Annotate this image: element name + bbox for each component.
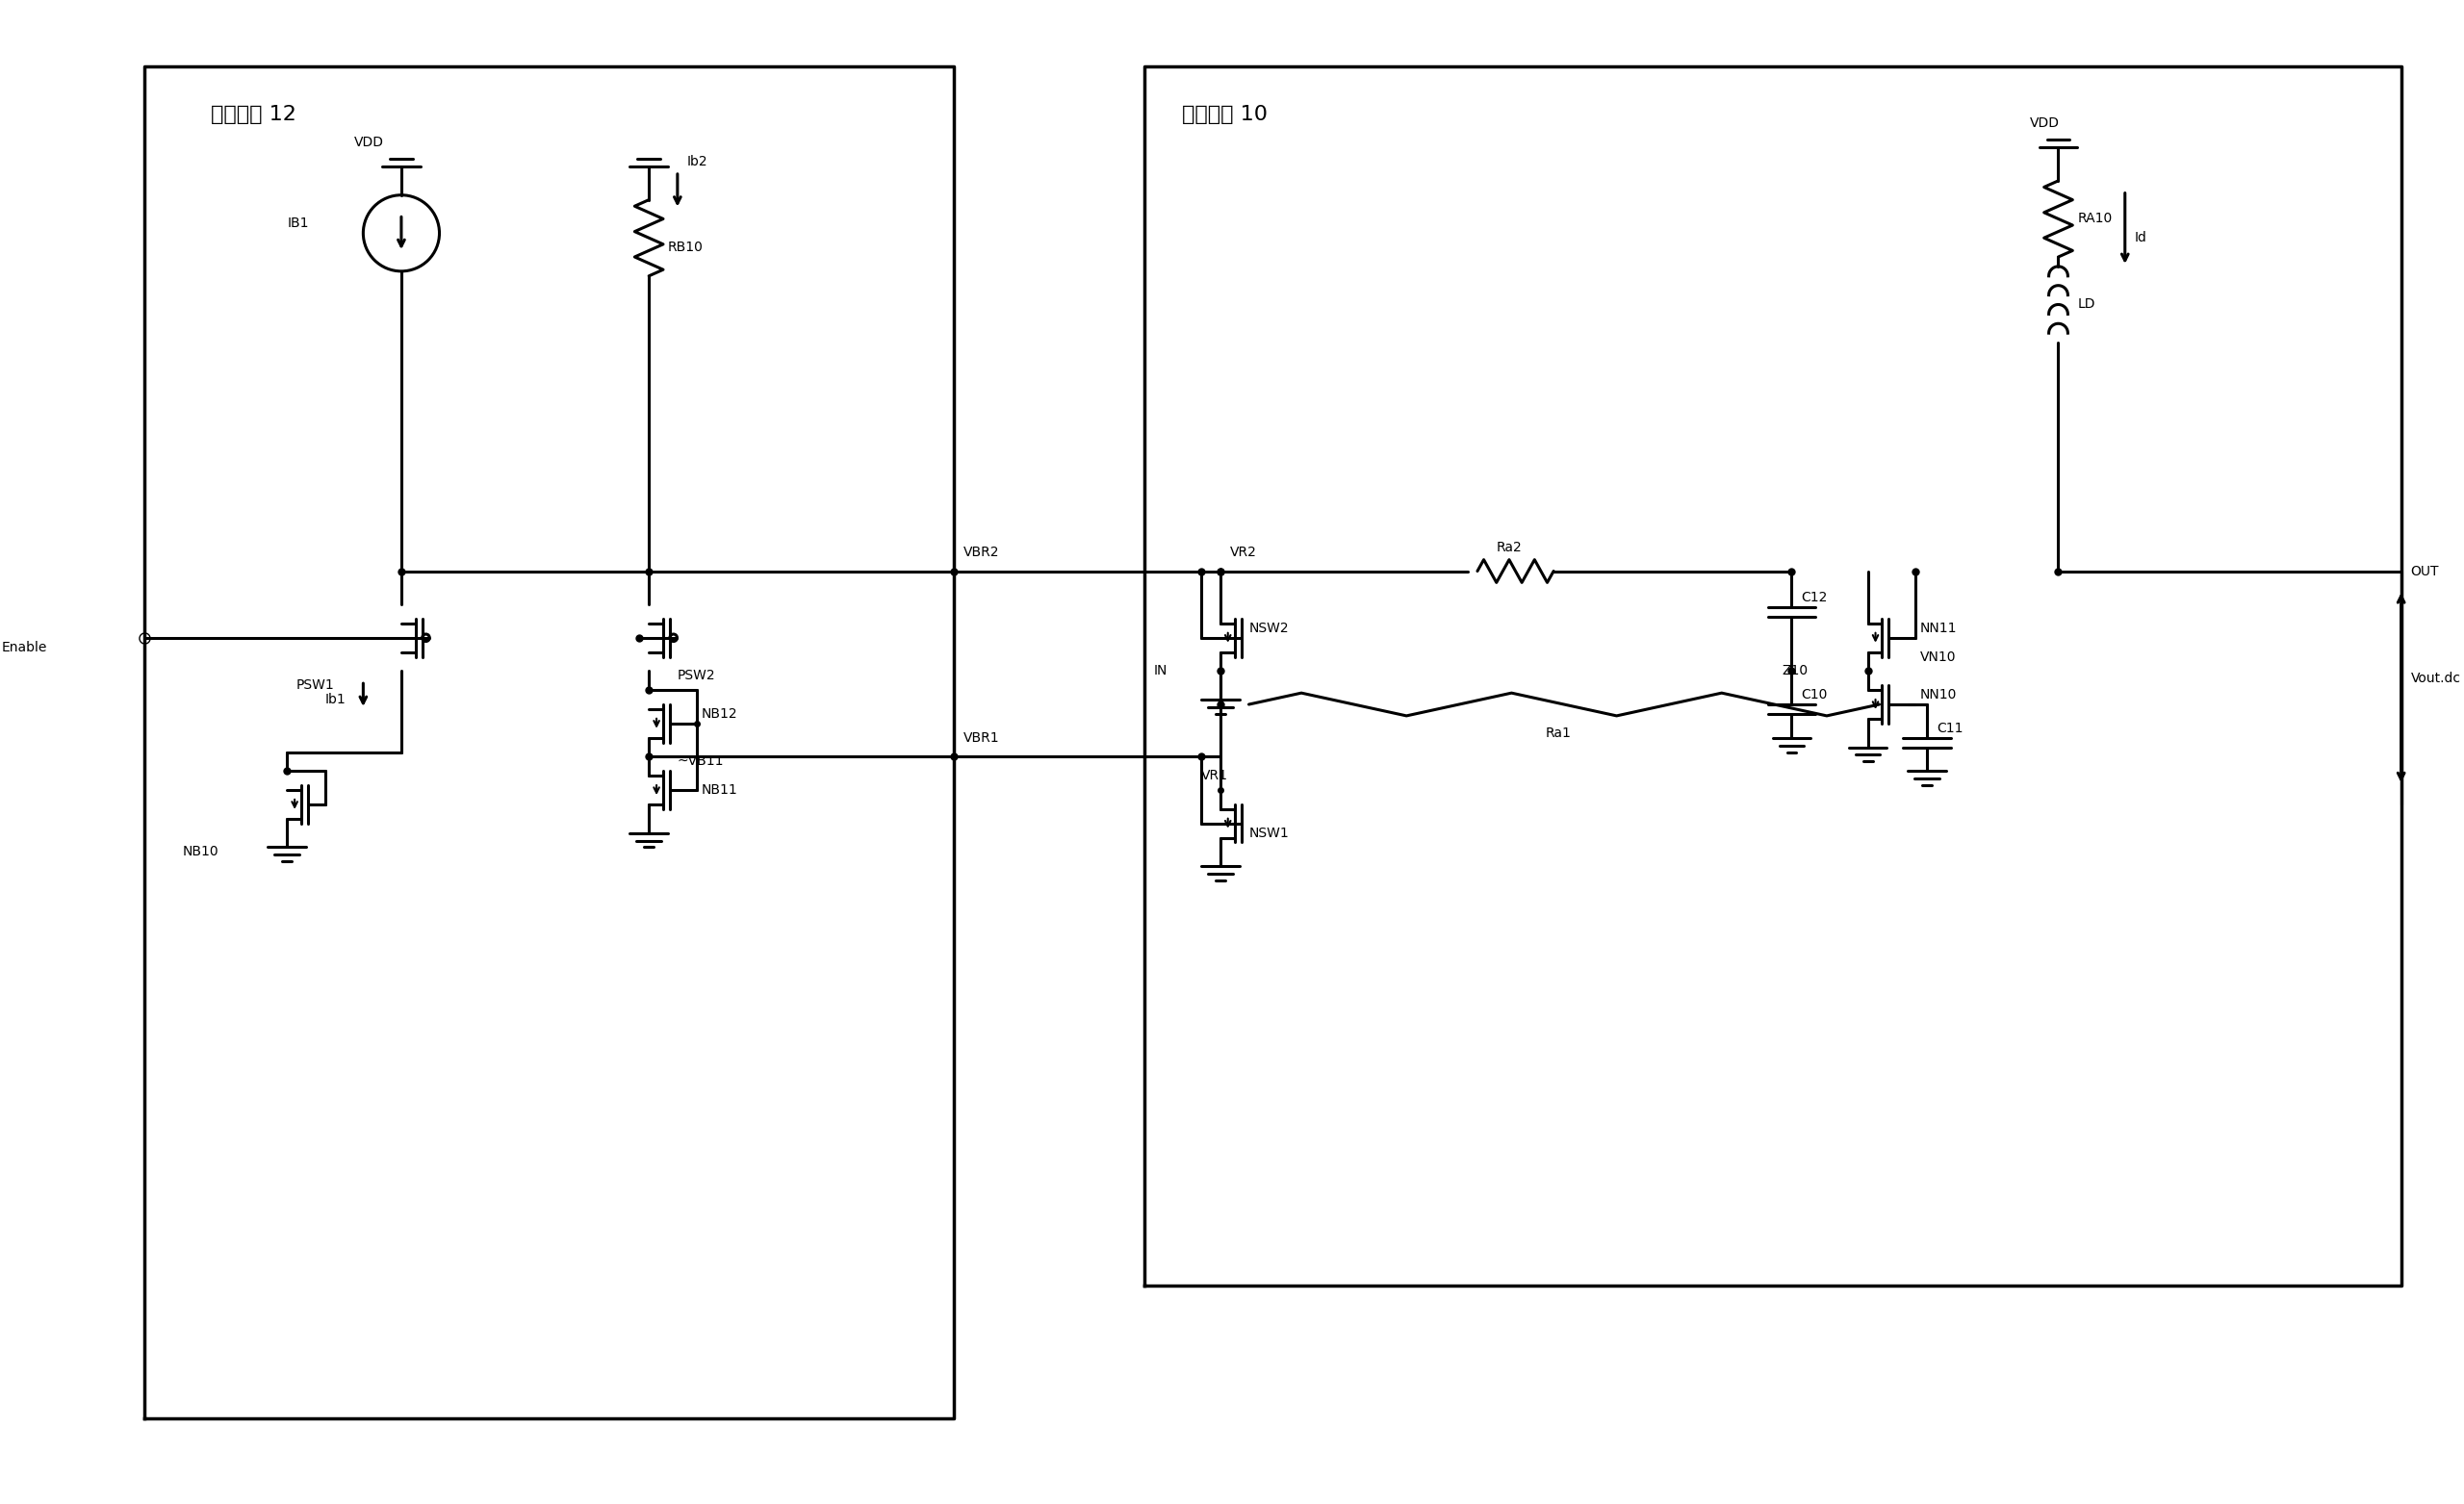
Text: Enable: Enable: [2, 641, 47, 654]
Text: NB11: NB11: [702, 784, 737, 797]
Text: C11: C11: [1937, 722, 1964, 735]
Text: NN11: NN11: [1919, 621, 1956, 635]
Text: NB10: NB10: [182, 845, 219, 859]
Text: RB10: RB10: [668, 241, 702, 254]
Text: Ra1: Ra1: [1545, 726, 1572, 740]
Text: C10: C10: [1801, 689, 1828, 701]
Text: PSW1: PSW1: [296, 678, 335, 692]
Text: VR2: VR2: [1230, 546, 1257, 559]
Text: Z10: Z10: [1781, 665, 1809, 678]
Text: RA10: RA10: [2077, 212, 2112, 226]
Text: VR1: VR1: [1202, 769, 1227, 782]
Text: NSW2: NSW2: [1249, 621, 1289, 635]
Text: ~VB11: ~VB11: [678, 755, 724, 769]
Text: LD: LD: [2077, 298, 2094, 311]
Text: VDD: VDD: [2030, 117, 2060, 131]
Text: 偏置电路 12: 偏置电路 12: [212, 104, 296, 123]
Text: C12: C12: [1801, 591, 1828, 605]
Text: Ib2: Ib2: [687, 155, 707, 168]
Text: PSW2: PSW2: [678, 669, 715, 683]
Text: Ib1: Ib1: [325, 693, 345, 707]
Text: VBR1: VBR1: [963, 731, 1000, 744]
Text: IN: IN: [1153, 665, 1168, 678]
Text: NN10: NN10: [1919, 689, 1956, 701]
Text: 放大电路 10: 放大电路 10: [1183, 104, 1269, 123]
Text: Vout.dc: Vout.dc: [2410, 671, 2462, 684]
Text: NB12: NB12: [702, 707, 737, 720]
Text: Ra2: Ra2: [1496, 540, 1523, 553]
Text: IB1: IB1: [286, 217, 308, 230]
Text: VN10: VN10: [1919, 650, 1956, 663]
Text: VBR2: VBR2: [963, 546, 1000, 559]
Text: OUT: OUT: [2410, 564, 2439, 578]
Text: NSW1: NSW1: [1249, 826, 1289, 839]
Text: Id: Id: [2134, 232, 2146, 245]
Text: VDD: VDD: [355, 135, 384, 149]
